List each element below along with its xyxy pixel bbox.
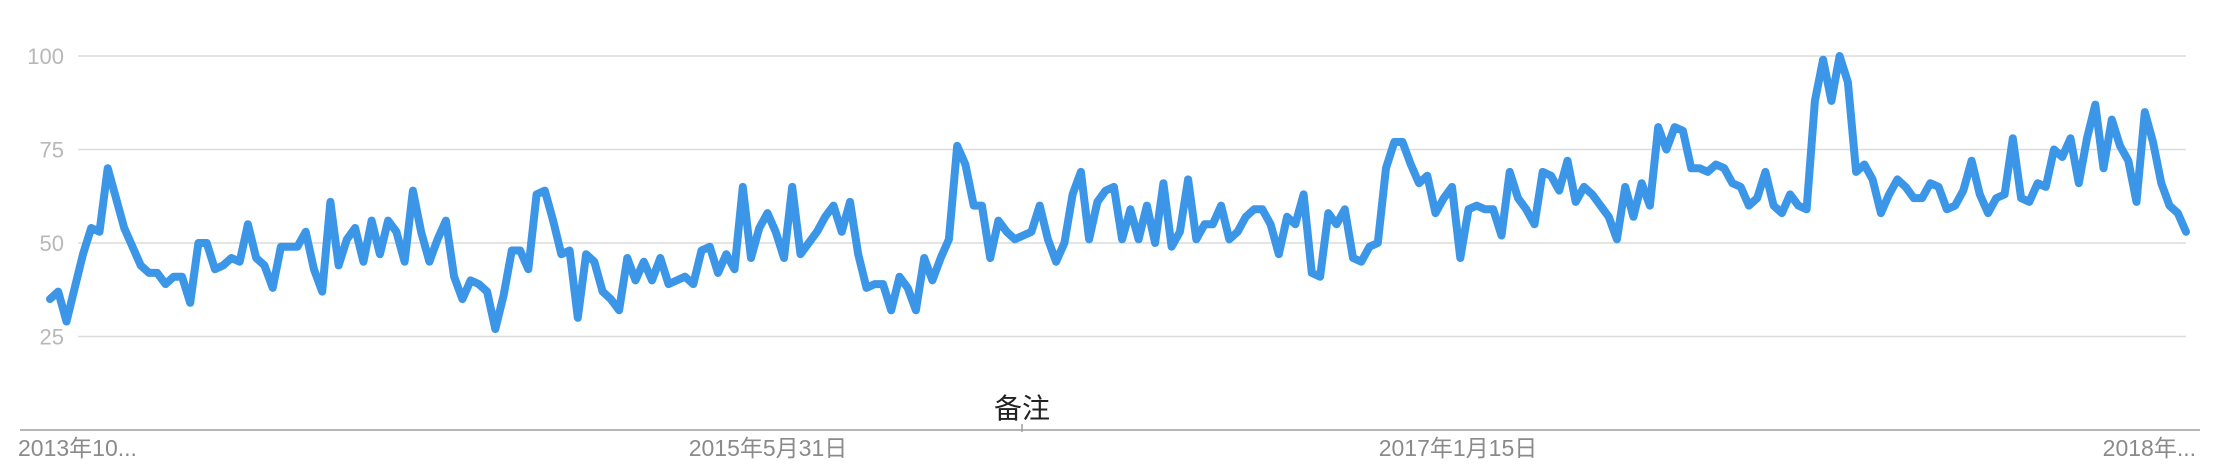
y-tick-label: 100	[27, 44, 64, 69]
gridlines	[78, 55, 2186, 338]
x-tick-label: 2017年1月15日	[1379, 435, 1538, 461]
annotation-label[interactable]: 备注	[994, 392, 1050, 425]
y-tick-label: 75	[40, 138, 64, 163]
series-line[interactable]	[46, 52, 2190, 333]
x-tick-label: 2015年5月31日	[689, 435, 848, 461]
annotation-marker[interactable]: 备注	[994, 392, 1050, 432]
series-group	[46, 52, 2190, 333]
x-axis: 2013年10... 2015年5月31日 2017年1月15日 2018年...	[18, 435, 2196, 461]
y-tick-label: 25	[40, 325, 64, 350]
y-tick-label: 50	[40, 231, 64, 256]
x-tick-label: 2013年10...	[18, 435, 137, 461]
x-tick-label: 2018年...	[2103, 435, 2196, 461]
y-axis: 25 50 75 100	[27, 44, 64, 350]
